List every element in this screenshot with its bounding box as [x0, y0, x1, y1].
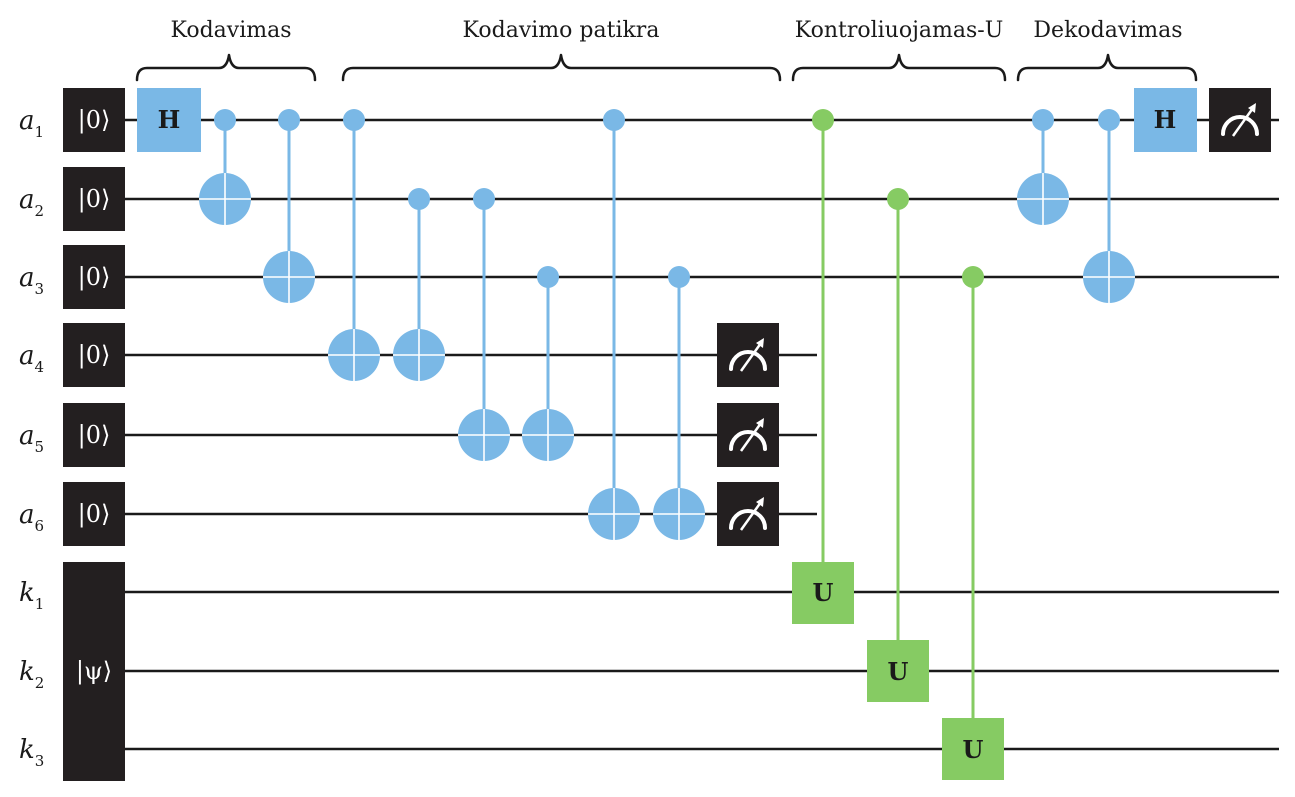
control-dot-icon	[343, 109, 365, 131]
qubit-label-a4: a4	[19, 341, 44, 376]
control-dot-icon	[473, 188, 495, 210]
control-dot-icon	[962, 266, 984, 288]
initial-states: |0⟩ |0⟩ |0⟩ |0⟩ |0⟩ |0⟩ |ψ⟩	[63, 88, 125, 781]
hadamard-gate-decoding	[1134, 88, 1197, 152]
meter-needle	[739, 342, 763, 372]
qubit-label-a1: a1	[19, 106, 44, 141]
meter-needle-head	[756, 497, 764, 507]
meter-arc	[1221, 115, 1259, 136]
decoding-gates: H	[1017, 88, 1271, 303]
control-dot-icon	[812, 109, 834, 131]
init-box-a1	[63, 88, 125, 152]
control-dot-icon	[278, 109, 300, 131]
control-dot-icon	[537, 266, 559, 288]
qubit-label-k1: k1	[19, 578, 44, 613]
init-box-a2	[63, 167, 125, 231]
unitary-label-k2: U	[888, 657, 909, 686]
hadamard-label-encoding: H	[158, 105, 181, 134]
init-state-a3: |0⟩	[78, 263, 111, 292]
brace-decoding	[1016, 53, 1198, 82]
measurement-meter-icon	[717, 323, 779, 387]
meter-needle-head	[756, 338, 764, 348]
cnot-a3-a5	[522, 266, 574, 461]
meter-arc	[729, 350, 767, 371]
measurement-meter-icon	[717, 403, 779, 467]
qubit-labels: a1 a2 a3 a4 a5 a6 k1 k2 k3	[19, 106, 44, 770]
measurement-meter-icon	[717, 482, 779, 546]
hadamard-label-decoding: H	[1154, 105, 1177, 134]
qubit-label-k3: k3	[19, 735, 44, 770]
cnot-a2-a5	[458, 188, 510, 461]
encoding-check-gates	[328, 109, 779, 546]
group-decoding: Dekodavimas	[1016, 18, 1198, 82]
init-state-a2: |0⟩	[78, 185, 111, 214]
measurement-box-a1	[1209, 88, 1271, 152]
meter-needle-head	[756, 418, 764, 428]
hadamard-gate-encoding	[137, 88, 201, 152]
group-label-encoding: Kodavimas	[170, 18, 291, 43]
control-dot-icon	[408, 188, 430, 210]
cnot-a1-a4	[328, 109, 380, 381]
init-box-a4	[63, 323, 125, 387]
brace-encoding	[135, 53, 317, 82]
control-dot-icon	[603, 109, 625, 131]
controlled-u-a2-k2: U	[867, 188, 929, 702]
init-box-a3	[63, 245, 125, 309]
cnot-a1-a2-encoding	[199, 109, 251, 225]
brace-controlled-u	[791, 53, 1007, 82]
group-controlled-u: Kontroliuojamas-U	[791, 18, 1007, 82]
controlled-u-a1-k1: U	[792, 109, 854, 624]
cnot-a1-a2-decoding	[1017, 109, 1069, 225]
measurement-box-a6	[717, 482, 779, 546]
init-box-register	[63, 562, 125, 781]
init-state-register: |ψ⟩	[76, 657, 112, 686]
qubit-label-a6: a6	[19, 500, 44, 535]
meter-needle	[1231, 107, 1255, 137]
meter-needle-head	[1248, 103, 1256, 113]
control-dot-icon	[668, 266, 690, 288]
measurement-box-a5	[717, 403, 779, 467]
meter-arc	[729, 509, 767, 530]
init-box-a5	[63, 403, 125, 467]
group-encoding: Kodavimas	[135, 18, 317, 82]
unitary-gate-k3	[942, 718, 1004, 780]
controlled-u-a3-k3: U	[942, 266, 1004, 780]
qubit-label-a3: a3	[19, 263, 44, 298]
control-dot-icon	[214, 109, 236, 131]
init-state-a1: |0⟩	[78, 106, 111, 135]
group-encoding-check: Kodavimo patikra	[341, 18, 782, 82]
control-dot-icon	[1098, 109, 1120, 131]
control-dot-icon	[887, 188, 909, 210]
brace-encoding-check	[341, 53, 782, 82]
cnot-a3-a6	[653, 266, 705, 540]
qubit-label-a5: a5	[19, 421, 44, 456]
cnot-a2-a4	[393, 188, 445, 381]
group-label-controlled-u: Kontroliuojamas-U	[795, 18, 1004, 43]
meter-needle	[739, 422, 763, 452]
encoding-gates: H	[137, 88, 315, 303]
qubit-label-k2: k2	[19, 657, 44, 692]
group-label-decoding: Dekodavimas	[1033, 18, 1182, 43]
wires	[125, 118, 1279, 751]
init-box-a6	[63, 482, 125, 546]
unitary-label-k3: U	[963, 735, 984, 764]
meter-needle	[739, 501, 763, 531]
unitary-label-k1: U	[813, 578, 834, 607]
group-label-encoding-check: Kodavimo patikra	[463, 18, 660, 43]
cnot-a1-a3-encoding	[263, 109, 315, 303]
controlled-u-gates: U U U	[792, 109, 1004, 780]
init-state-a4: |0⟩	[78, 341, 111, 370]
unitary-gate-k2	[867, 640, 929, 702]
measurement-meter-icon	[1209, 88, 1271, 152]
init-state-a6: |0⟩	[78, 500, 111, 529]
control-dot-icon	[1032, 109, 1054, 131]
qubit-label-a2: a2	[19, 185, 44, 220]
unitary-gate-k1	[792, 562, 854, 624]
cnot-a1-a3-decoding	[1083, 109, 1135, 303]
measurement-box-a4	[717, 323, 779, 387]
meter-arc	[729, 430, 767, 451]
cnot-a1-a6	[588, 109, 640, 540]
init-state-a5: |0⟩	[78, 421, 111, 450]
